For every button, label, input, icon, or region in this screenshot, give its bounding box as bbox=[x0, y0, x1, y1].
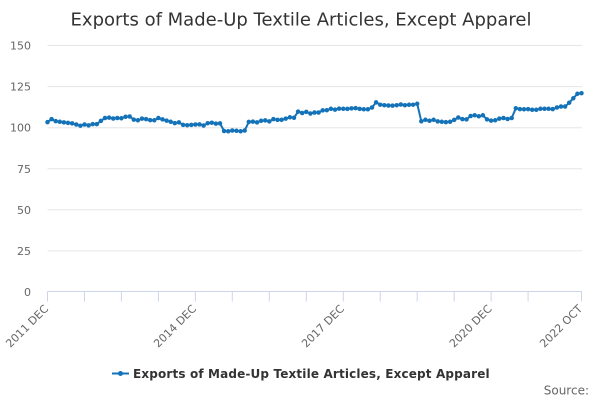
svg-text:100: 100 bbox=[10, 122, 31, 135]
svg-text:0: 0 bbox=[24, 286, 31, 299]
svg-text:150: 150 bbox=[10, 40, 31, 53]
svg-text:75: 75 bbox=[17, 163, 31, 176]
svg-text:50: 50 bbox=[17, 204, 31, 217]
svg-text:25: 25 bbox=[17, 245, 31, 258]
svg-text:125: 125 bbox=[10, 81, 31, 94]
svg-text:Exports of Made-Up Textile Art: Exports of Made-Up Textile Articles, Exc… bbox=[133, 367, 490, 381]
svg-text:Exports of Made-Up Textile Art: Exports of Made-Up Textile Articles, Exc… bbox=[71, 10, 532, 31]
svg-text:Source:: Source: bbox=[544, 384, 589, 398]
